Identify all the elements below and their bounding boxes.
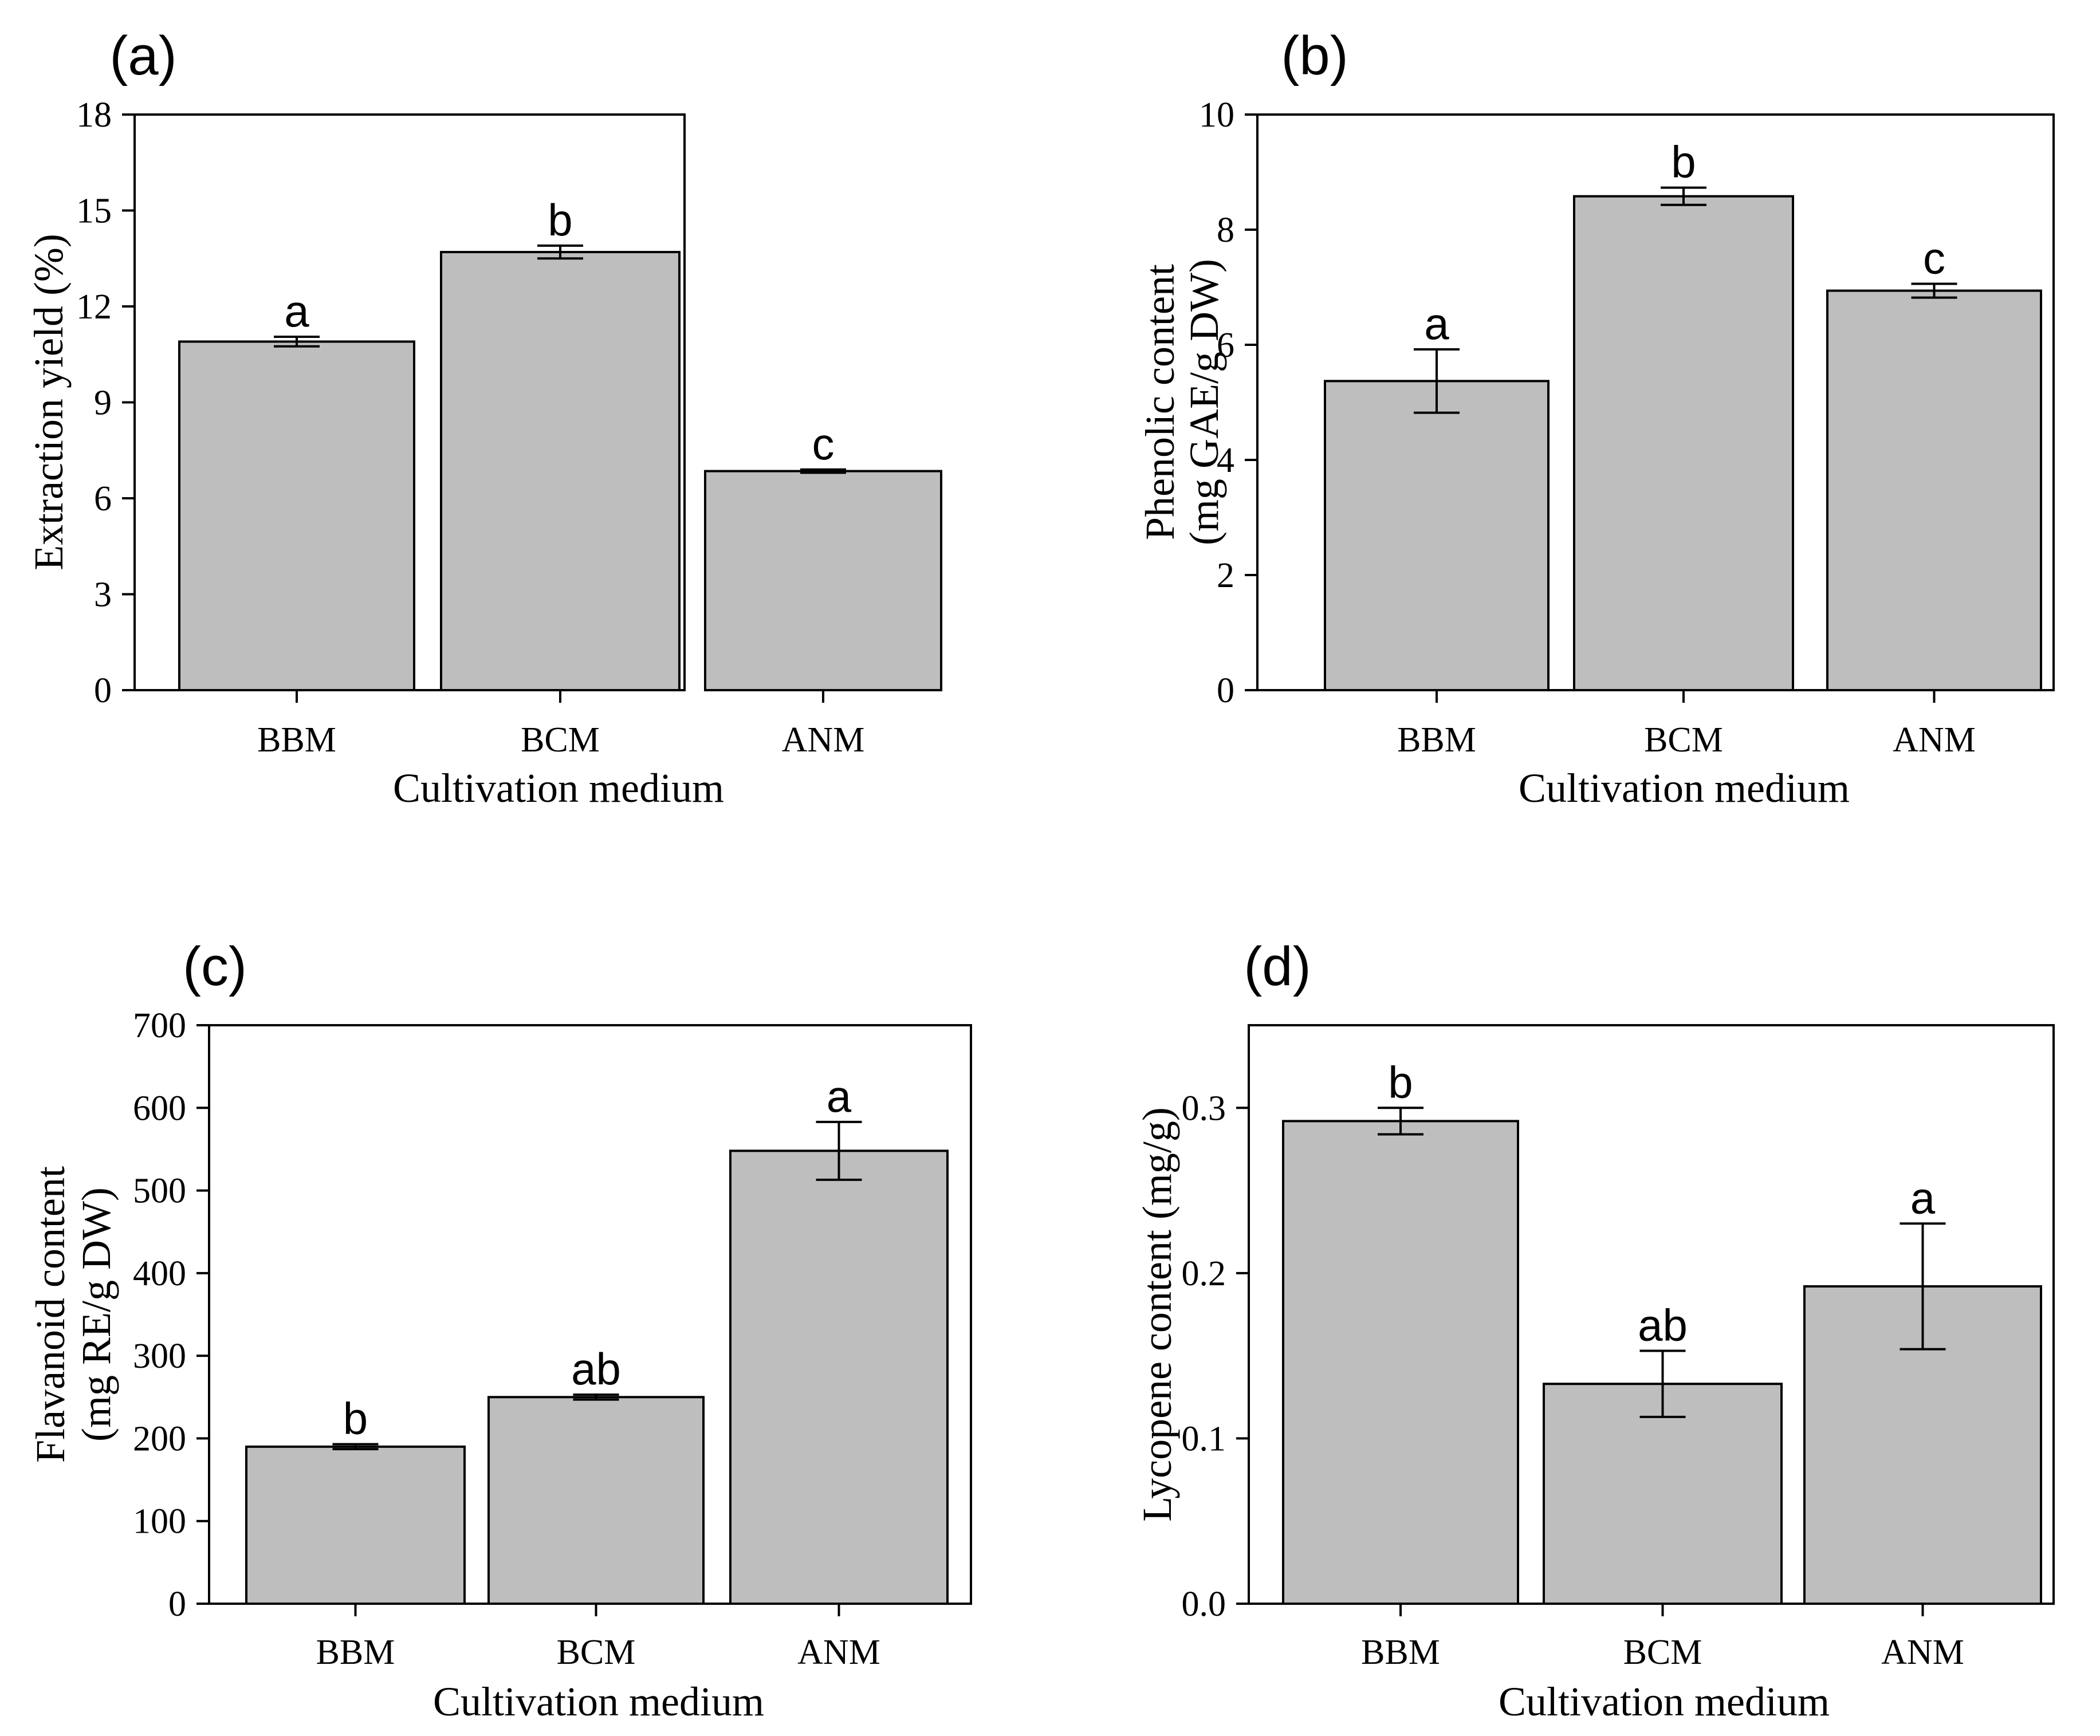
y-tick-label: 4 — [1217, 441, 1234, 480]
chart-panel-c: (c) b BBM ab BCM a ANM 0 100 200 300 400 500 600 700 Cu… — [27, 936, 972, 1725]
bar-bbm — [1282, 1120, 1519, 1605]
bar-bcm — [487, 1396, 705, 1605]
plot-frame — [1248, 1024, 2055, 1605]
x-tick-label: BCM — [557, 1633, 636, 1672]
significance-label: a — [827, 1071, 852, 1121]
significance-label: c — [812, 419, 835, 469]
significance-label: c — [1923, 233, 1945, 283]
y-axis-title: Flavanoid content — [27, 1166, 73, 1463]
significance-label: b — [1388, 1057, 1413, 1107]
x-axis-title: Cultivation medium — [1499, 1679, 1830, 1725]
panel-label: (c) — [183, 936, 247, 997]
y-tick-label: 12 — [76, 288, 112, 326]
chart-panel-a: (a) a BBM b BCM c ANM 0 3 6 9 12 15 18 Cultivation med… — [26, 25, 942, 811]
y-axis-title-line2: (mg RE/g DW) — [73, 1187, 119, 1442]
significance-label: ab — [1638, 1300, 1688, 1350]
bar-anm — [704, 470, 942, 692]
y-tick-label: 0.3 — [1182, 1089, 1226, 1128]
x-tick-label: BCM — [1644, 721, 1723, 759]
x-axis-title: Cultivation medium — [1519, 765, 1850, 811]
y-tick-label: 0.0 — [1182, 1585, 1226, 1624]
y-tick-label: 3 — [94, 576, 112, 615]
plot-frame — [1256, 113, 2055, 691]
significance-label: a — [1910, 1172, 1936, 1223]
x-tick-label: ANM — [1893, 721, 1976, 759]
panel-label: (a) — [109, 25, 176, 86]
y-tick-label: 300 — [133, 1337, 186, 1376]
y-tick-label: 0.1 — [1182, 1419, 1226, 1458]
y-tick-label: 700 — [133, 1006, 186, 1045]
y-tick-label: 400 — [133, 1254, 186, 1293]
plot-frame — [208, 1024, 972, 1605]
bar-anm — [729, 1150, 949, 1605]
y-tick-label: 500 — [133, 1172, 186, 1211]
x-tick-label: BBM — [257, 721, 336, 759]
x-tick-label: BBM — [316, 1633, 395, 1672]
x-tick-label: ANM — [1881, 1633, 1964, 1672]
chart-panel-b: (b) a BBM b BCM c ANM 0 2 4 6 8 10 Cultivation medium… — [1137, 25, 2055, 811]
y-tick-label: 15 — [76, 192, 112, 231]
x-tick-label: BCM — [1623, 1633, 1702, 1672]
bar-bbm — [245, 1445, 466, 1605]
y-axis-title: Phenolic content — [1137, 264, 1183, 540]
y-tick-label: 0 — [94, 671, 112, 710]
y-tick-label: 10 — [1199, 96, 1234, 135]
significance-label: b — [548, 195, 572, 245]
chart-panel-d: (d) b BBM ab BCM a ANM 0.0 0.1 0.2 0.3 Cultivation … — [1134, 936, 2055, 1725]
y-tick-label: 100 — [133, 1502, 186, 1541]
plot-frame — [133, 113, 686, 691]
y-axis-title: Lycopene content (mg/g) — [1134, 1107, 1180, 1522]
x-axis-title: Cultivation medium — [393, 765, 724, 811]
bar-bcm — [1543, 1383, 1783, 1605]
y-tick-label: 0.2 — [1182, 1254, 1226, 1293]
x-axis-title: Cultivation medium — [433, 1679, 764, 1725]
y-tick-label: 8 — [1217, 211, 1234, 250]
panel-label: (b) — [1281, 25, 1348, 86]
y-tick-label: 200 — [133, 1419, 186, 1458]
x-tick-label: ANM — [797, 1633, 880, 1672]
y-tick-label: 0 — [168, 1585, 186, 1624]
y-tick-label: 2 — [1217, 556, 1234, 595]
bar-bbm — [178, 340, 415, 691]
x-tick-label: BBM — [1361, 1633, 1440, 1672]
y-axis-title-line2: (mg GAE/g DW) — [1181, 259, 1227, 545]
bar-bcm — [1573, 195, 1794, 691]
y-tick-label: 18 — [76, 96, 112, 135]
significance-label: b — [343, 1393, 368, 1444]
y-tick-label: 9 — [94, 384, 112, 423]
significance-label: b — [1671, 137, 1696, 187]
y-axis-title: Extraction yield (%) — [26, 234, 72, 570]
x-tick-label: ANM — [782, 721, 865, 759]
significance-label: ab — [571, 1344, 621, 1394]
x-tick-label: BBM — [1397, 721, 1476, 759]
y-tick-label: 600 — [133, 1089, 186, 1128]
bar-anm — [1826, 289, 2042, 691]
x-tick-label: BCM — [521, 721, 600, 759]
y-tick-label: 6 — [94, 479, 112, 518]
y-tick-label: 6 — [1217, 326, 1234, 365]
significance-label: a — [1424, 298, 1449, 349]
significance-label: a — [284, 286, 309, 336]
panel-label: (d) — [1244, 936, 1311, 997]
bar-bbm — [1324, 380, 1550, 691]
y-tick-label: 0 — [1217, 671, 1234, 710]
bar-bcm — [440, 251, 681, 692]
